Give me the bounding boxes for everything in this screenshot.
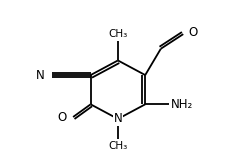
Text: NH₂: NH₂: [170, 98, 192, 111]
Text: O: O: [187, 26, 196, 39]
Text: CH₃: CH₃: [108, 141, 127, 151]
Text: N: N: [36, 69, 45, 82]
Text: O: O: [57, 112, 66, 124]
Text: CH₃: CH₃: [108, 29, 127, 39]
Text: N: N: [113, 112, 122, 125]
